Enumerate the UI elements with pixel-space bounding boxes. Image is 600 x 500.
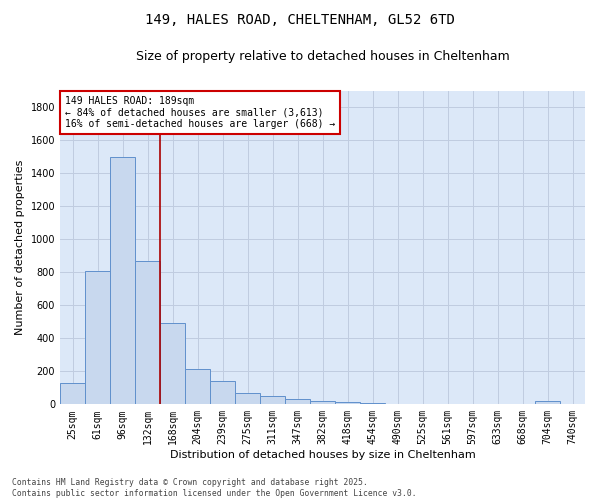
Y-axis label: Number of detached properties: Number of detached properties xyxy=(15,160,25,335)
Text: Contains HM Land Registry data © Crown copyright and database right 2025.
Contai: Contains HM Land Registry data © Crown c… xyxy=(12,478,416,498)
Bar xyxy=(185,369,210,404)
Bar xyxy=(260,396,285,404)
Bar xyxy=(210,381,235,404)
Bar xyxy=(310,401,335,404)
Bar xyxy=(60,383,85,404)
X-axis label: Distribution of detached houses by size in Cheltenham: Distribution of detached houses by size … xyxy=(170,450,475,460)
Bar xyxy=(335,402,360,404)
Title: Size of property relative to detached houses in Cheltenham: Size of property relative to detached ho… xyxy=(136,50,509,63)
Bar xyxy=(135,260,160,404)
Text: 149, HALES ROAD, CHELTENHAM, GL52 6TD: 149, HALES ROAD, CHELTENHAM, GL52 6TD xyxy=(145,12,455,26)
Bar xyxy=(110,156,135,404)
Bar xyxy=(535,401,560,404)
Bar xyxy=(285,400,310,404)
Bar xyxy=(360,402,385,404)
Bar xyxy=(85,270,110,404)
Bar xyxy=(235,393,260,404)
Bar xyxy=(160,324,185,404)
Text: 149 HALES ROAD: 189sqm
← 84% of detached houses are smaller (3,613)
16% of semi-: 149 HALES ROAD: 189sqm ← 84% of detached… xyxy=(65,96,335,128)
